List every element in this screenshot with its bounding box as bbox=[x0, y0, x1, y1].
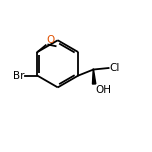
Polygon shape bbox=[92, 69, 96, 84]
Text: Br: Br bbox=[13, 71, 25, 81]
Text: OH: OH bbox=[96, 85, 112, 95]
Text: O: O bbox=[46, 35, 54, 45]
Text: Cl: Cl bbox=[109, 63, 119, 73]
